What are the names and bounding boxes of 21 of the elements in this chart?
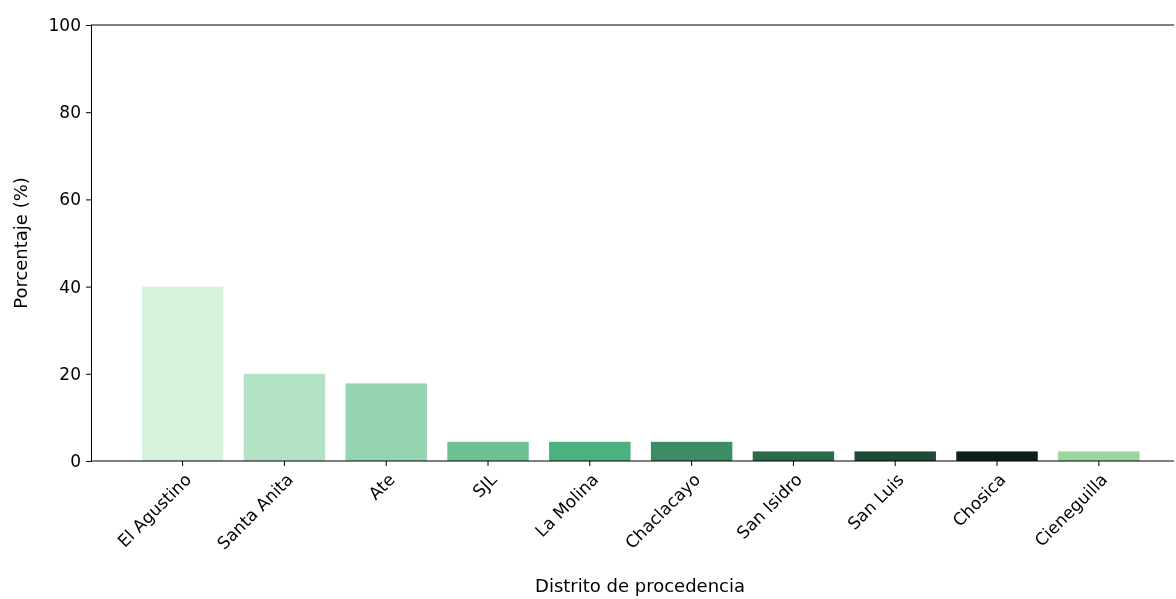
bar	[345, 383, 427, 461]
x-tick-label: Ate	[364, 469, 399, 504]
y-tick-label: 100	[48, 14, 81, 35]
bar	[141, 286, 224, 461]
bar	[1058, 451, 1140, 461]
y-tick-label: 20	[59, 363, 81, 384]
bar	[854, 451, 936, 461]
y-tick-label: 40	[59, 276, 81, 297]
bar	[243, 373, 326, 461]
x-tick-label: San Luis	[843, 469, 908, 534]
y-tick-label: 0	[70, 450, 81, 471]
bar	[956, 451, 1038, 461]
bar	[650, 441, 733, 461]
bar	[752, 451, 835, 461]
x-axis-title: Distrito de procedencia	[535, 575, 745, 596]
bar	[447, 441, 529, 461]
x-tick-label: SJL	[468, 468, 501, 502]
y-axis-title: Porcentaje (%)	[10, 177, 31, 309]
bar	[549, 441, 631, 461]
y-tick-label: 80	[59, 102, 81, 123]
y-tick-label: 60	[59, 189, 81, 210]
